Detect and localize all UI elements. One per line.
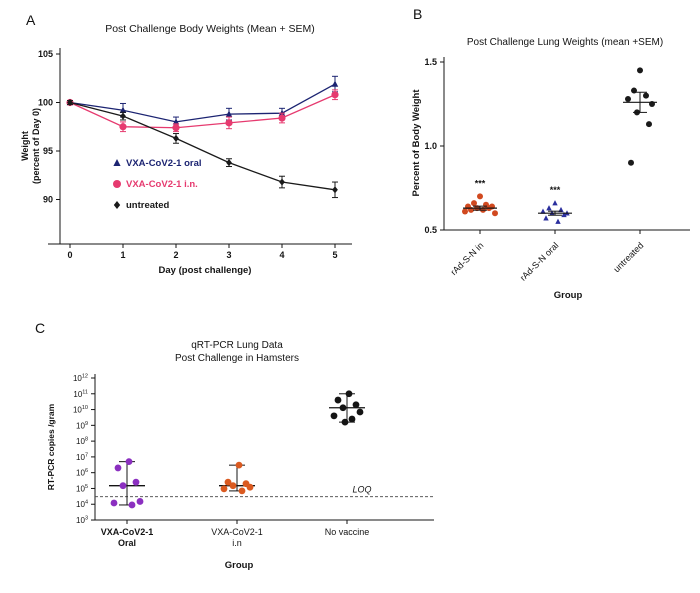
svg-text:105: 105 (38, 49, 53, 59)
svg-text:105: 105 (76, 484, 88, 494)
svg-text:untreated: untreated (611, 240, 645, 274)
svg-text:3: 3 (226, 250, 231, 260)
svg-text:VXA-CoV2-1: VXA-CoV2-1 (101, 527, 154, 537)
svg-text:2: 2 (173, 250, 178, 260)
svg-text:107: 107 (76, 452, 88, 462)
svg-text:109: 109 (76, 421, 88, 431)
svg-text:qRT-PCR Lung Data: qRT-PCR Lung Data (191, 340, 283, 351)
panel-a-label: A (26, 12, 36, 28)
svg-text:VXA-CoV2-1 i.n.: VXA-CoV2-1 i.n. (126, 179, 198, 190)
svg-text:90: 90 (43, 195, 53, 205)
svg-text:95: 95 (43, 146, 53, 156)
body-weight-line-chart: Post Challenge Body Weights (Mean + SEM)… (20, 23, 352, 276)
svg-text:0: 0 (67, 250, 72, 260)
svg-text:rAd-S-N in: rAd-S-N in (449, 240, 486, 277)
svg-text:1.0: 1.0 (424, 141, 437, 151)
panel-b-label: B (413, 6, 423, 22)
svg-text:Post Challenge Lung Weights (m: Post Challenge Lung Weights (mean +SEM) (467, 37, 663, 48)
svg-text:1010: 1010 (73, 405, 88, 415)
svg-text:untreated: untreated (126, 200, 169, 211)
svg-text:108: 108 (76, 437, 88, 447)
svg-text:***: *** (475, 178, 486, 188)
panel-c-label: C (35, 320, 46, 336)
svg-text:LOQ: LOQ (352, 485, 371, 495)
svg-text:4: 4 (279, 250, 284, 260)
svg-text:100: 100 (38, 98, 53, 108)
svg-text:103: 103 (76, 516, 88, 526)
svg-text:VXA-CoV2-1 oral: VXA-CoV2-1 oral (126, 158, 202, 169)
svg-text:1: 1 (120, 250, 125, 260)
svg-text:0.5: 0.5 (424, 225, 437, 235)
svg-text:Group: Group (554, 290, 583, 301)
svg-text:RT-PCR copies /gram: RT-PCR copies /gram (46, 403, 56, 490)
svg-text:Group: Group (225, 560, 254, 571)
svg-text:1012: 1012 (73, 374, 88, 384)
svg-text:Post Challenge in Hamsters: Post Challenge in Hamsters (175, 353, 299, 364)
svg-text:104: 104 (76, 500, 88, 510)
svg-text:106: 106 (76, 468, 88, 478)
svg-text:1011: 1011 (73, 389, 88, 399)
svg-text:5: 5 (332, 250, 337, 260)
svg-text:No vaccine: No vaccine (325, 527, 370, 537)
svg-text:Percent of Body Weight: Percent of Body Weight (411, 89, 422, 197)
lung-weight-scatter-chart: Post Challenge Lung Weights (mean +SEM) 0… (411, 37, 690, 301)
svg-text:Oral: Oral (118, 538, 136, 548)
svg-text:i.n: i.n (232, 538, 242, 548)
svg-text:Day (post challenge): Day (post challenge) (159, 265, 252, 276)
qrtpcr-scatter-chart: qRT-PCR Lung Data Post Challenge in Hamst… (46, 340, 434, 571)
svg-text:***: *** (550, 185, 561, 195)
svg-text:Weight(percent of Day 0): Weight(percent of Day 0) (20, 108, 41, 184)
svg-text:VXA-CoV2-1: VXA-CoV2-1 (211, 527, 263, 537)
svg-text:rAd-S-N oral: rAd-S-N oral (518, 240, 560, 282)
svg-text:Post Challenge Body Weights (: Post Challenge Body Weights (Mean + SEM) (105, 23, 315, 35)
svg-text:1.5: 1.5 (424, 57, 437, 67)
